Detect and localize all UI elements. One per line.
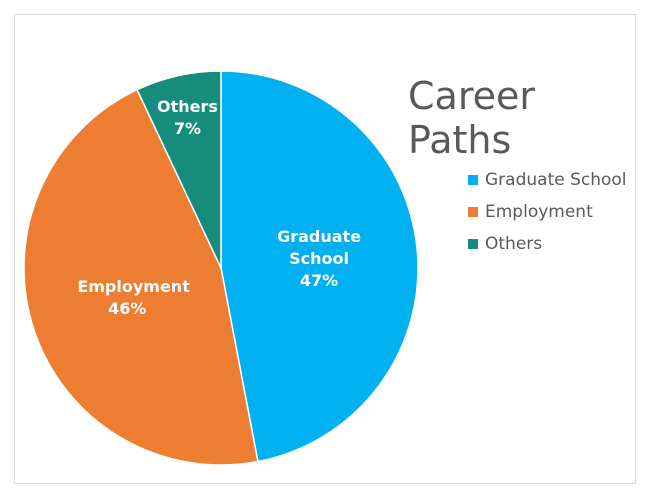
chart-title: Career Paths <box>408 74 535 162</box>
legend-swatch <box>468 207 478 217</box>
legend-swatch <box>468 239 478 249</box>
pie-slice <box>220 70 419 463</box>
data-label-value: 7% <box>173 119 202 139</box>
data-label-category: Others <box>157 97 218 117</box>
data-label: Employment 46% <box>62 276 192 320</box>
data-label: Graduate School 47% <box>254 226 384 292</box>
data-label-value: 46% <box>108 299 147 319</box>
legend-item: Employment <box>468 202 593 222</box>
legend-item: Others <box>468 234 542 254</box>
data-label: Others 7% <box>122 96 252 140</box>
data-label-category: Employment <box>77 277 190 297</box>
legend-swatch <box>468 175 478 185</box>
legend-label: Employment <box>485 202 593 222</box>
legend-label: Graduate School <box>485 170 627 190</box>
legend-item: Graduate School <box>468 170 627 190</box>
data-label-category: Graduate School <box>277 226 362 268</box>
pie-slice <box>136 70 222 269</box>
data-label-value: 47% <box>299 270 339 290</box>
pie-slice <box>23 88 259 466</box>
legend-label: Others <box>485 234 543 254</box>
